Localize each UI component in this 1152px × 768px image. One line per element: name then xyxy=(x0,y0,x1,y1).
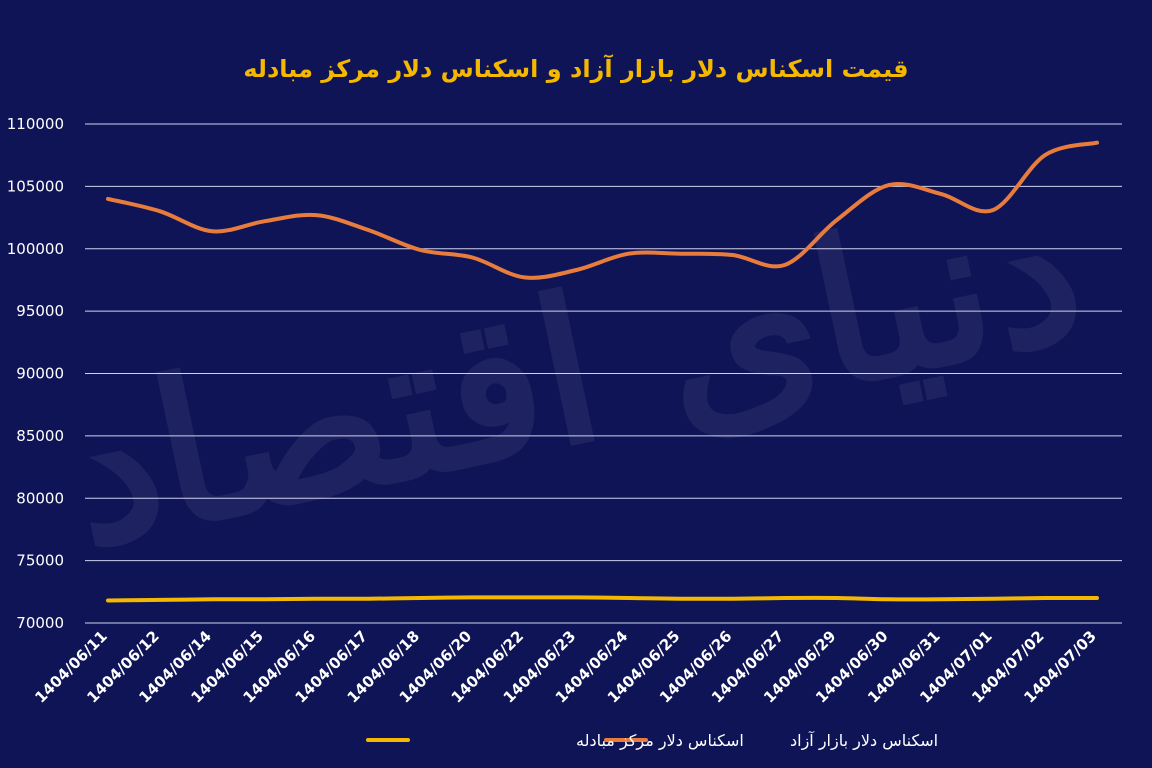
y-axis-ticks: 110000 105000 100000 95000 90000 85000 80000 75… xyxy=(7,115,64,632)
legend: اسکناس دلار بازار آزاد اسکناس دلار مرکز م… xyxy=(366,731,938,751)
y-tick-label: 110000 xyxy=(7,115,64,133)
y-tick-label: 70000 xyxy=(16,614,64,632)
y-tick-label: 80000 xyxy=(16,489,64,507)
y-tick-label: 90000 xyxy=(16,365,64,383)
series-line-exchange-center xyxy=(106,595,1099,603)
y-tick-label: 100000 xyxy=(7,240,64,258)
chart-title: قیمت اسکناس دلار بازار آزاد و اسکناس دلا… xyxy=(243,54,908,83)
watermark-text: دنیای اقتصاد xyxy=(47,149,1101,592)
y-tick-label: 75000 xyxy=(16,552,64,570)
legend-label: اسکناس دلار مرکز مبادله xyxy=(576,731,744,751)
series-layer xyxy=(106,140,1099,603)
y-tick-label: 85000 xyxy=(16,427,64,445)
legend-label: اسکناس دلار بازار آزاد xyxy=(790,731,938,751)
grid-layer xyxy=(85,123,1122,624)
series-line-free-market xyxy=(106,140,1099,280)
y-tick-label: 95000 xyxy=(16,302,64,320)
x-axis-ticks: 1404/06/111404/06/121404/06/141404/06/15… xyxy=(31,627,1100,707)
y-tick-label: 105000 xyxy=(7,177,64,195)
